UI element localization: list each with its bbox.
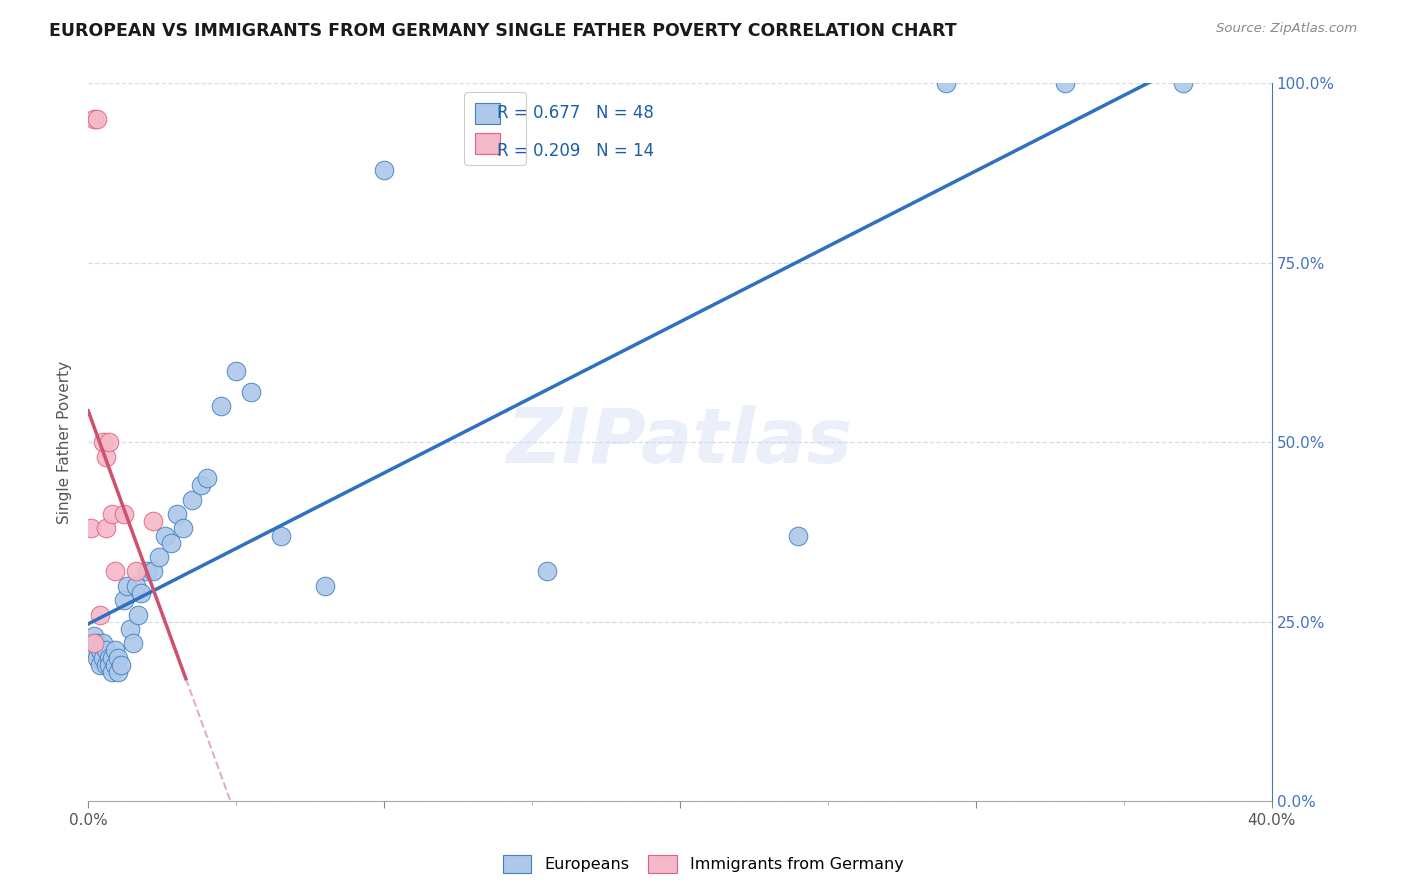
Point (89, 657, 111, 672)
Point (107, 650, 129, 665)
Point (131, 586, 153, 600)
Point (83, 629, 105, 643)
Point (160, 535, 183, 549)
Point (172, 521, 194, 535)
Point (142, 514, 165, 528)
Point (94, 643, 117, 657)
Point (314, 579, 336, 593)
Point (373, 162, 395, 177)
Point (153, 528, 176, 542)
Point (935, 77, 957, 91)
Point (195, 471, 218, 485)
Y-axis label: Single Father Poverty: Single Father Poverty (58, 360, 72, 524)
Point (86, 636, 108, 650)
Text: EUROPEAN VS IMMIGRANTS FROM GERMANY SINGLE FATHER POVERTY CORRELATION CHART: EUROPEAN VS IMMIGRANTS FROM GERMANY SING… (49, 22, 957, 40)
Point (166, 507, 188, 521)
Point (80, 521, 103, 535)
Point (89, 607, 111, 622)
Point (124, 579, 146, 593)
Point (180, 492, 202, 507)
Point (101, 665, 124, 679)
Point (121, 636, 143, 650)
Point (536, 565, 558, 579)
Point (101, 507, 124, 521)
Point (115, 579, 138, 593)
Point (104, 657, 127, 672)
Point (148, 550, 170, 565)
Point (83, 112, 105, 127)
Point (86, 112, 108, 127)
Text: R = 0.677   N = 48: R = 0.677 N = 48 (496, 103, 654, 121)
Point (1171, 77, 1194, 91)
Point (142, 565, 165, 579)
Point (94, 450, 117, 464)
Point (89, 643, 111, 657)
Point (1053, 77, 1076, 91)
Point (209, 400, 232, 414)
Point (787, 528, 810, 542)
Text: Source: ZipAtlas.com: Source: ZipAtlas.com (1216, 22, 1357, 36)
Point (94, 521, 117, 535)
Point (112, 507, 135, 521)
Point (110, 657, 132, 672)
Point (91, 435, 114, 450)
Point (127, 607, 149, 622)
Point (86, 650, 108, 665)
Point (97, 435, 120, 450)
Point (83, 643, 105, 657)
Point (270, 528, 292, 542)
Point (225, 363, 247, 377)
Point (97, 657, 120, 672)
Point (91, 636, 114, 650)
Point (104, 643, 127, 657)
Text: ZIPatlas: ZIPatlas (508, 405, 853, 479)
Point (112, 593, 135, 607)
Point (190, 478, 212, 492)
Legend: Europeans, Immigrants from Germany: Europeans, Immigrants from Germany (496, 848, 910, 880)
Text: R = 0.209   N = 14: R = 0.209 N = 14 (496, 143, 654, 161)
Point (118, 622, 141, 636)
Legend: , : , (464, 93, 526, 165)
Point (91, 650, 114, 665)
Point (97, 650, 120, 665)
Point (104, 565, 127, 579)
Point (239, 385, 262, 400)
Point (94, 657, 117, 672)
Point (107, 665, 129, 679)
Point (83, 636, 105, 650)
Point (136, 565, 159, 579)
Point (80, 636, 103, 650)
Point (101, 650, 124, 665)
Point (124, 565, 146, 579)
